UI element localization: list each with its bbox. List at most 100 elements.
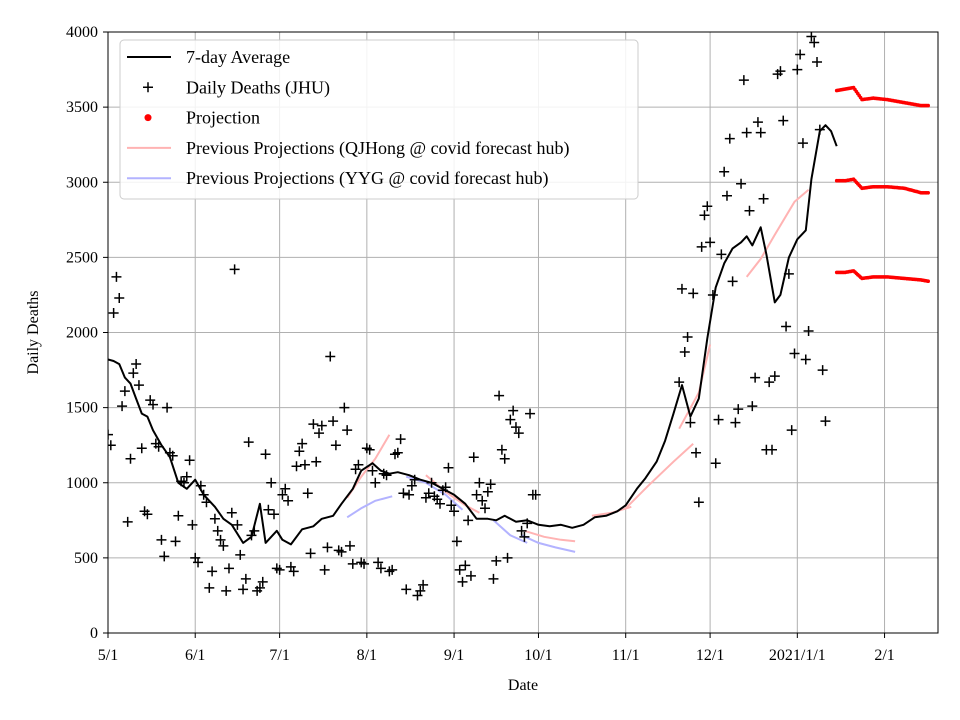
daily-death-marker xyxy=(260,449,271,460)
daily-death-marker xyxy=(519,531,530,542)
daily-death-marker xyxy=(803,325,814,336)
daily-death-marker xyxy=(288,566,299,577)
daily-death-marker xyxy=(530,489,541,500)
daily-death-marker xyxy=(747,401,758,412)
daily-death-marker xyxy=(266,477,277,488)
x-axis-ticks: 5/1 6/1 7/1 8/1 9/1 10/1 11/1 12/1 2021/1/1 2/1 xyxy=(98,633,895,664)
daily-death-marker xyxy=(339,402,350,413)
x-tick-label: 10/1 xyxy=(524,647,552,664)
daily-death-marker xyxy=(705,237,716,248)
daily-death-marker xyxy=(423,488,434,499)
daily-death-marker xyxy=(193,557,204,568)
daily-death-marker xyxy=(302,488,313,499)
daily-death-marker xyxy=(679,347,690,358)
daily-death-marker xyxy=(516,525,527,536)
daily-death-marker xyxy=(398,488,409,499)
daily-death-marker xyxy=(229,264,240,275)
daily-death-marker xyxy=(406,480,417,491)
daily-death-marker xyxy=(181,471,192,482)
daily-death-marker xyxy=(359,558,370,569)
daily-death-marker xyxy=(269,509,279,520)
daily-death-marker xyxy=(685,417,696,428)
daily-death-marker xyxy=(291,461,302,472)
y-tick-label: 500 xyxy=(74,550,98,567)
daily-death-marker xyxy=(395,434,406,445)
daily-death-marker xyxy=(688,288,699,299)
daily-death-marker xyxy=(342,425,353,436)
daily-death-marker xyxy=(710,458,721,469)
daily-death-marker xyxy=(308,419,319,430)
x-tick-label: 12/1 xyxy=(696,647,724,664)
daily-death-marker xyxy=(254,582,265,593)
legend-label: 7-day Average xyxy=(186,47,290,67)
legend-box xyxy=(119,39,639,200)
daily-death-marker xyxy=(741,127,752,138)
x-tick-label: 9/1 xyxy=(444,647,464,664)
x-tick-label: 11/1 xyxy=(612,647,640,664)
daily-death-marker xyxy=(485,479,496,490)
daily-death-marker xyxy=(277,489,288,500)
daily-death-marker xyxy=(148,399,159,410)
daily-death-marker xyxy=(820,416,831,427)
daily-death-marker xyxy=(435,498,445,509)
daily-death-marker xyxy=(494,390,505,401)
daily-death-marker xyxy=(736,178,747,189)
daily-death-marker xyxy=(311,456,322,467)
daily-death-marker xyxy=(463,515,474,526)
daily-death-marker xyxy=(316,420,327,431)
daily-death-marker xyxy=(767,444,777,455)
y-tick-label: 0 xyxy=(90,625,98,642)
y-tick-label: 1500 xyxy=(66,400,98,417)
daily-death-marker xyxy=(353,459,364,470)
daily-death-marker xyxy=(499,453,510,464)
daily-death-marker xyxy=(488,573,499,584)
daily-death-marker xyxy=(716,249,727,260)
daily-death-marker xyxy=(108,440,116,451)
daily-death-marker xyxy=(212,525,223,536)
daily-death-marker xyxy=(691,447,702,458)
daily-death-marker xyxy=(443,462,454,473)
x-tick-label: 8/1 xyxy=(357,647,377,664)
daily-death-marker xyxy=(226,507,237,518)
daily-death-marker xyxy=(449,506,460,517)
daily-death-marker xyxy=(387,564,398,575)
daily-death-marker xyxy=(415,585,426,596)
daily-death-marker xyxy=(136,443,147,454)
daily-death-marker xyxy=(322,542,333,553)
y-axis-label: Daily Deaths xyxy=(25,291,42,375)
daily-death-marker xyxy=(173,510,184,521)
daily-death-marker xyxy=(283,495,294,506)
daily-death-marker xyxy=(508,405,519,416)
daily-death-marker xyxy=(491,555,502,566)
daily-death-marker xyxy=(294,446,305,457)
daily-death-marker xyxy=(401,584,412,595)
daily-death-marker xyxy=(370,477,381,488)
daily-death-marker xyxy=(738,75,749,86)
daily-death-marker xyxy=(232,519,243,530)
daily-death-marker xyxy=(454,564,465,575)
daily-death-marker xyxy=(792,64,803,75)
daily-death-marker xyxy=(108,429,113,440)
daily-death-marker xyxy=(328,416,339,427)
daily-death-marker xyxy=(676,283,687,294)
daily-death-marker xyxy=(719,166,730,177)
daily-death-marker xyxy=(209,513,220,524)
daily-death-marker xyxy=(730,417,741,428)
projection-dot xyxy=(926,191,930,195)
daily-death-marker xyxy=(477,495,488,506)
daily-death-marker xyxy=(128,368,139,379)
daily-death-marker xyxy=(392,447,403,458)
plot-area xyxy=(108,32,930,601)
projection-dot xyxy=(926,103,930,108)
daily-death-marker xyxy=(159,551,170,562)
daily-death-marker xyxy=(274,564,285,575)
legend-plus-swatch xyxy=(143,82,153,93)
daily-death-marker xyxy=(218,540,229,551)
daily-death-marker xyxy=(474,477,485,488)
daily-death-marker xyxy=(733,404,744,415)
daily-death-marker xyxy=(156,534,167,545)
qjhong-projection-line xyxy=(524,529,576,543)
daily-death-marker xyxy=(162,402,173,413)
daily-death-marker xyxy=(795,49,806,60)
daily-death-marker xyxy=(238,584,249,595)
